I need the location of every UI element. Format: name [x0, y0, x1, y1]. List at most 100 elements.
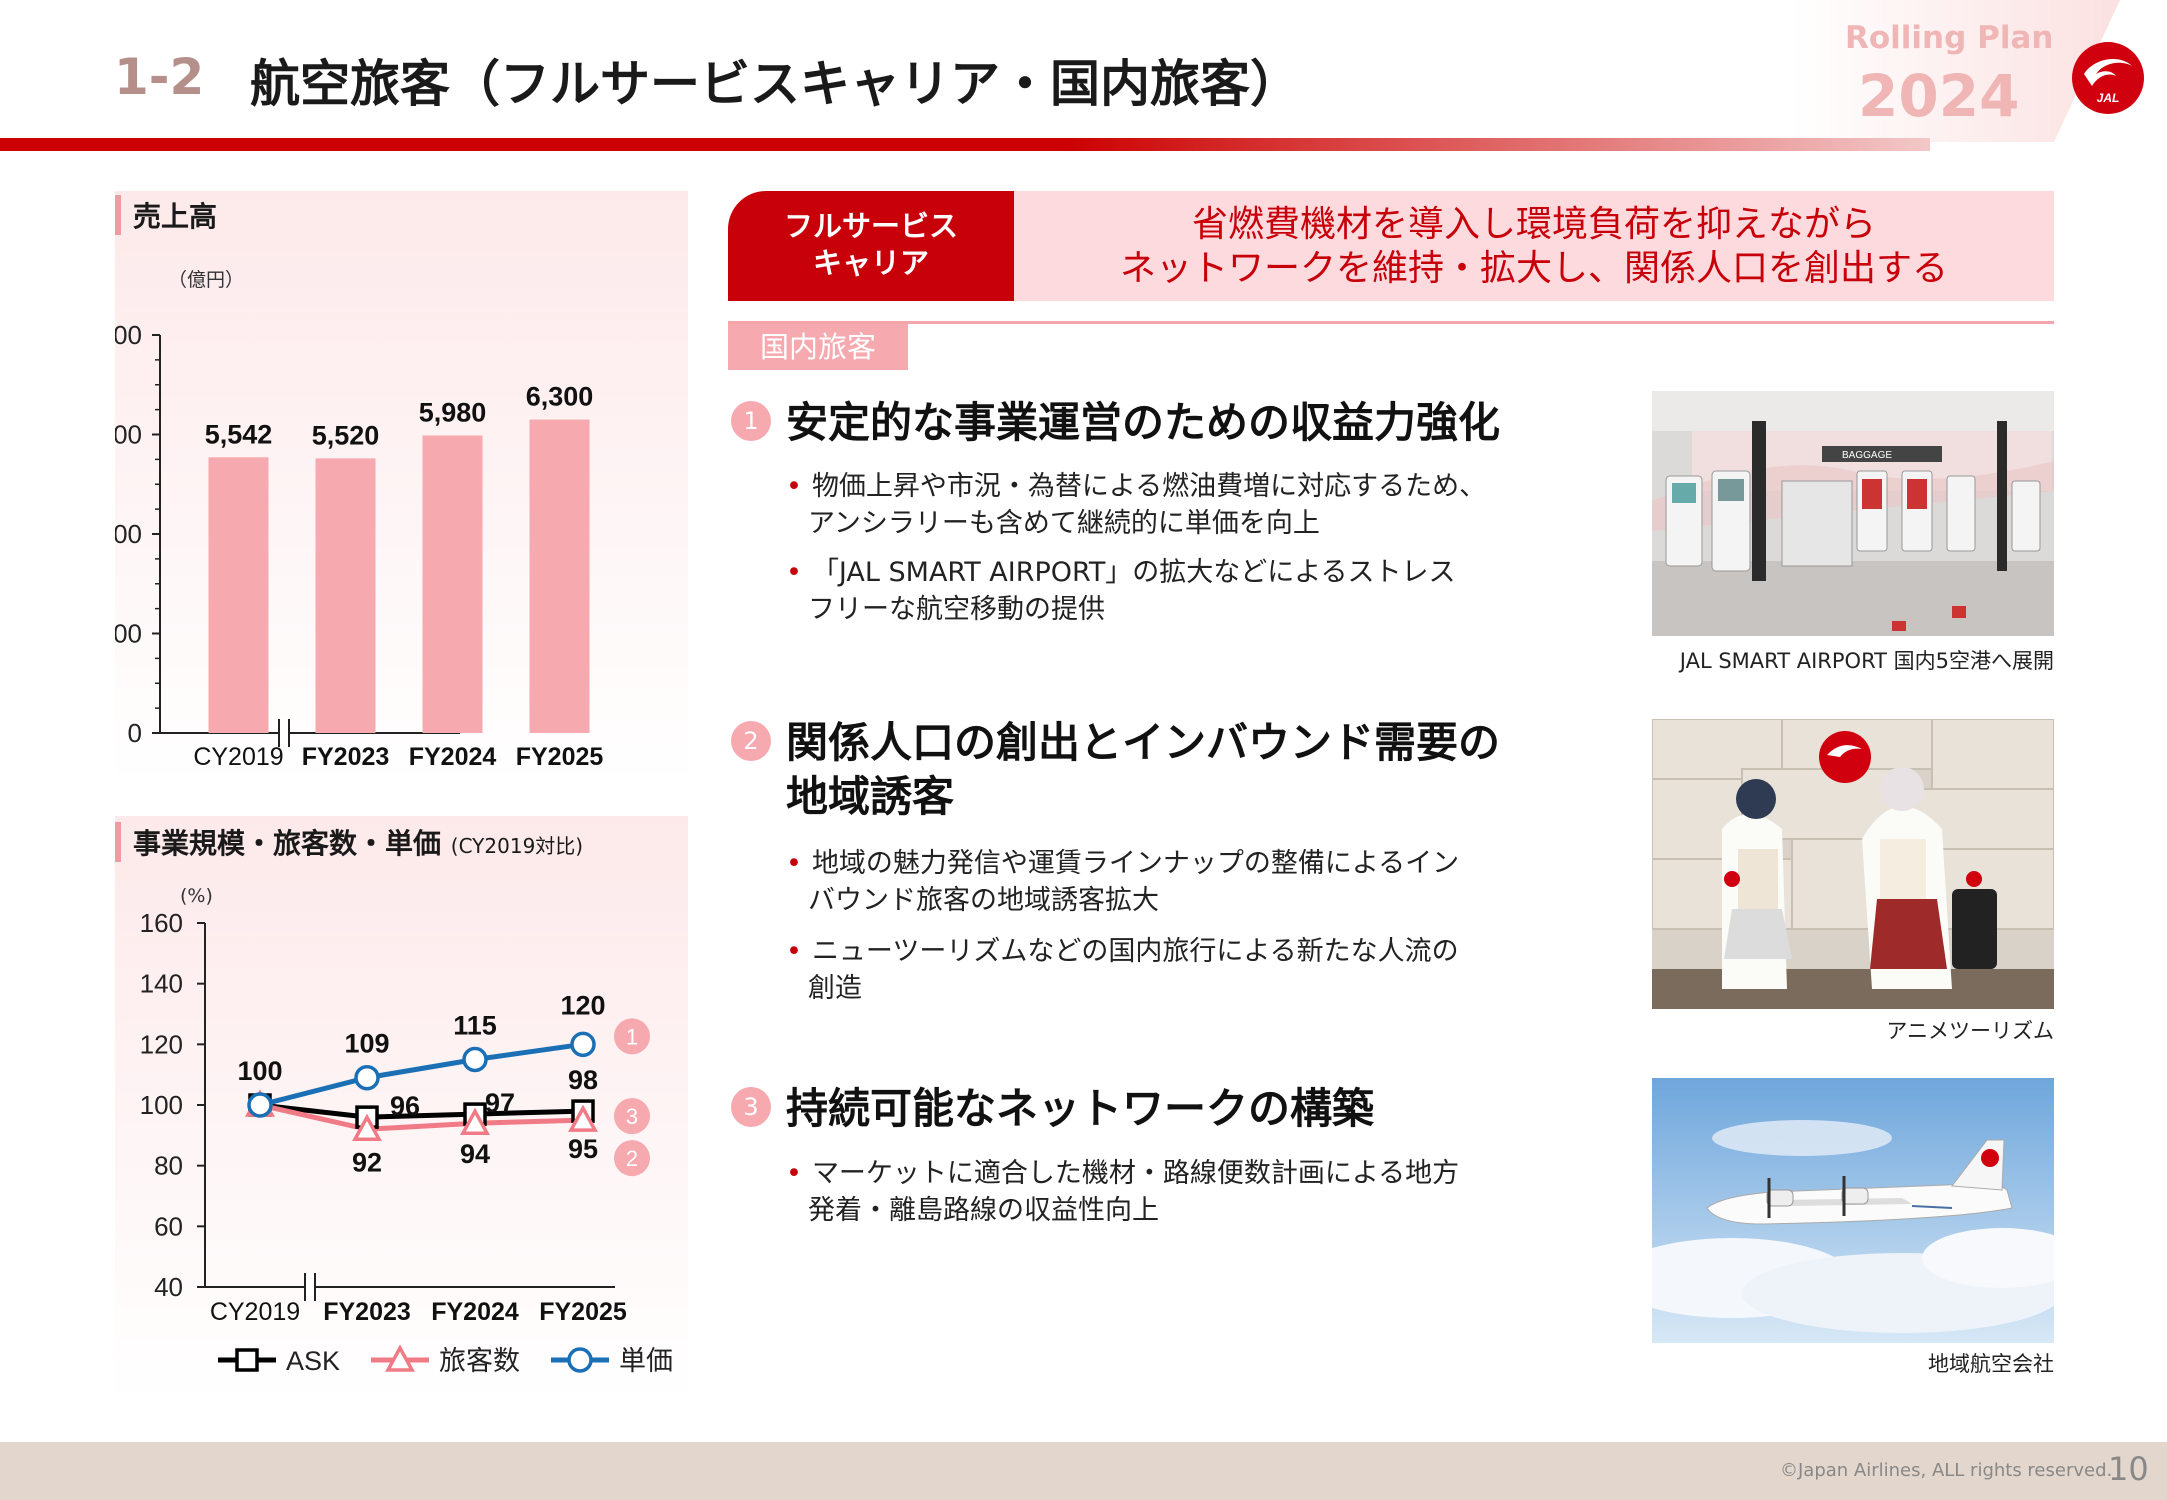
- rolling-plan-year: 2024: [1858, 62, 2020, 130]
- series-badge: [614, 1018, 650, 1055]
- revenue-panel-title: 売上高: [115, 195, 217, 235]
- fsc-label-line2: キャリア: [812, 246, 929, 280]
- bullet-text: 創造: [808, 973, 862, 1004]
- legend-label: 単価: [619, 1346, 673, 1376]
- series-line-triangle: [259, 1102, 584, 1132]
- domestic-divider: [728, 321, 2054, 324]
- legend-marker: [385, 1344, 415, 1372]
- bar-value-label: 6,300: [526, 382, 594, 412]
- bullet-text: 地域の魅力発信や運賃ラインナップの整備によるイン: [811, 848, 1460, 879]
- x-tick-label: FY2024: [431, 1298, 519, 1326]
- revenue-bar-chart: 0 2,000 4,000 6,000 8,000 5,542 CY2019 5,520 FY2…: [115, 320, 604, 771]
- fsc-label-box: フルサービス キャリア: [728, 191, 1014, 301]
- smart-airport-caption: JAL SMART AIRPORT 国内5空港へ展開: [1679, 649, 2054, 673]
- data-label-ask: 96: [390, 1091, 420, 1121]
- scale-panel-title-text: 事業規模・旅客数・単価: [133, 827, 442, 860]
- data-label-ask: 97: [485, 1088, 515, 1118]
- x-tick-label: CY2019: [210, 1298, 300, 1326]
- section-2-title-line2: 地域誘客: [786, 772, 955, 821]
- data-point-circle: [247, 1092, 273, 1118]
- page-number: 10: [2108, 1450, 2149, 1488]
- section-3-bullet-1: • マーケットに適合した機材・路線便数計画による地方 発着・離島路線の収益性向上: [786, 1158, 1460, 1226]
- bar-value-label: 5,542: [205, 419, 273, 449]
- scale-line-chart: 40 60 80 100 120 140 160 CY2019 FY2023 FY2024 FY20…: [140, 908, 673, 1376]
- series-line-square: [259, 1102, 584, 1120]
- bar: [529, 419, 590, 733]
- section-1-title: 安定的な事業運営のための収益力強化: [786, 398, 1501, 447]
- jal-logo-icon: JAL: [2072, 42, 2144, 114]
- data-point-circle: [462, 1046, 488, 1073]
- y-tick-label: 0: [128, 718, 142, 748]
- bar: [422, 435, 483, 733]
- legend-label: ASK: [286, 1346, 340, 1376]
- series-badge-number: 1: [626, 1024, 638, 1049]
- series-badge: [614, 1098, 650, 1135]
- header-divider: [0, 138, 1930, 151]
- section-1-bullet-1: • 物価上昇や市況・為替による燃油費増に対応するため、 アンシラリーも含めて継続的に…: [786, 471, 1487, 539]
- rolling-plan-banner: [1790, 0, 2120, 142]
- data-label-pax: 94: [460, 1139, 490, 1169]
- y-tick-label: 160: [140, 908, 183, 938]
- section-2-badge: 2: [731, 721, 771, 761]
- x-tick-label: FY2025: [539, 1298, 627, 1326]
- bullet-text: 発着・離島路線の収益性向上: [808, 1195, 1159, 1226]
- data-label-price: 109: [344, 1029, 389, 1059]
- section-2-title: 関係人口の創出とインバウンド需要の 地域誘客: [786, 716, 1500, 824]
- scale-panel-note: (CY2019対比): [450, 834, 584, 858]
- legend-marker: [567, 1347, 593, 1373]
- bar: [315, 458, 376, 733]
- y-tick-label: 2,000: [115, 619, 142, 649]
- section-3-badge: 3: [731, 1087, 771, 1127]
- bullet-text: バウンド旅客の地域誘客拡大: [808, 885, 1159, 916]
- section-2-title-line1: 関係人口の創出とインバウンド需要の: [786, 718, 1501, 767]
- data-point-triangle: [568, 1104, 598, 1132]
- y-tick-label: 40: [154, 1272, 183, 1302]
- page-title: 航空旅客（フルサービスキャリア・国内旅客）: [250, 55, 1300, 113]
- fsc-message: 省燃費機材を導入し環境負荷を抑えながら ネットワークを維持・拡大し、関係人口を創…: [1014, 191, 2054, 301]
- bullet-text: フリーな航空移動の提供: [808, 594, 1105, 625]
- y-tick-label: 8,000: [115, 320, 142, 350]
- legend-label: 旅客数: [439, 1346, 520, 1376]
- y-tick-label: 6,000: [115, 420, 142, 450]
- bullet-text: 物価上昇や市況・為替による燃油費増に対応するため、: [811, 471, 1487, 502]
- x-tick-label: FY2025: [516, 743, 604, 771]
- bullet-text: 「JAL SMART AIRPORT」の拡大などによるストレス: [811, 557, 1456, 588]
- y-tick-label: 4,000: [115, 519, 142, 549]
- regional-airline-photo: [1652, 1078, 2054, 1343]
- section-3-title: 持続可能なネットワークの構築: [786, 1084, 1375, 1133]
- bar: [208, 457, 269, 733]
- smart-airport-photo: BAGGAGE: [1652, 391, 2054, 636]
- section-1-bullet-2: • 「JAL SMART AIRPORT」の拡大などによるストレス フリーな航空移動…: [786, 557, 1456, 625]
- bar-value-label: 5,980: [419, 397, 487, 427]
- section-2-bullet-1: • 地域の魅力発信や運賃ラインナップの整備によるイン バウンド旅客の地域誘客拡大: [786, 848, 1460, 916]
- data-label-price: 115: [453, 1011, 497, 1041]
- series-line-circle: [259, 1041, 584, 1108]
- domestic-label: 国内旅客: [728, 324, 908, 370]
- revenue-unit: （億円）: [168, 269, 245, 291]
- data-label-ask: 98: [568, 1065, 598, 1095]
- rolling-plan-label: Rolling Plan: [1845, 20, 2054, 56]
- series-badge: [614, 1140, 650, 1177]
- data-point-triangle: [352, 1113, 382, 1142]
- x-tick-label: CY2019: [193, 743, 283, 771]
- bullet-text: マーケットに適合した機材・路線便数計画による地方: [811, 1158, 1460, 1189]
- x-tick-label: FY2023: [302, 743, 390, 771]
- y-tick-label: 120: [140, 1029, 183, 1059]
- anime-tourism-photo: [1652, 719, 2054, 1009]
- scale-unit: (%): [180, 885, 213, 907]
- fsc-label-line1: フルサービス: [783, 209, 958, 243]
- y-tick-label: 140: [140, 969, 183, 999]
- data-point-triangle: [460, 1107, 490, 1135]
- copyright: ©Japan Airlines, ALL rights reserved.: [1780, 1460, 2113, 1481]
- data-label-pax: 95: [568, 1134, 598, 1164]
- fsc-message-line2: ネットワークを維持・拡大し、関係人口を創出する: [1119, 248, 1948, 289]
- data-label-price: 120: [560, 990, 605, 1020]
- y-tick-label: 100: [140, 1090, 183, 1120]
- series-badge-number: 3: [626, 1104, 638, 1129]
- section-2-bullet-2: • ニューツーリズムなどの国内旅行による新たな人流の 創造: [786, 936, 1459, 1004]
- baggage-sign-text: BAGGAGE: [1842, 450, 1892, 461]
- jal-logo-text: JAL: [2097, 91, 2120, 105]
- y-tick-label: 80: [154, 1151, 183, 1181]
- regional-airline-caption: 地域航空会社: [1928, 1352, 2054, 1376]
- axis-break-gap: [304, 1273, 316, 1301]
